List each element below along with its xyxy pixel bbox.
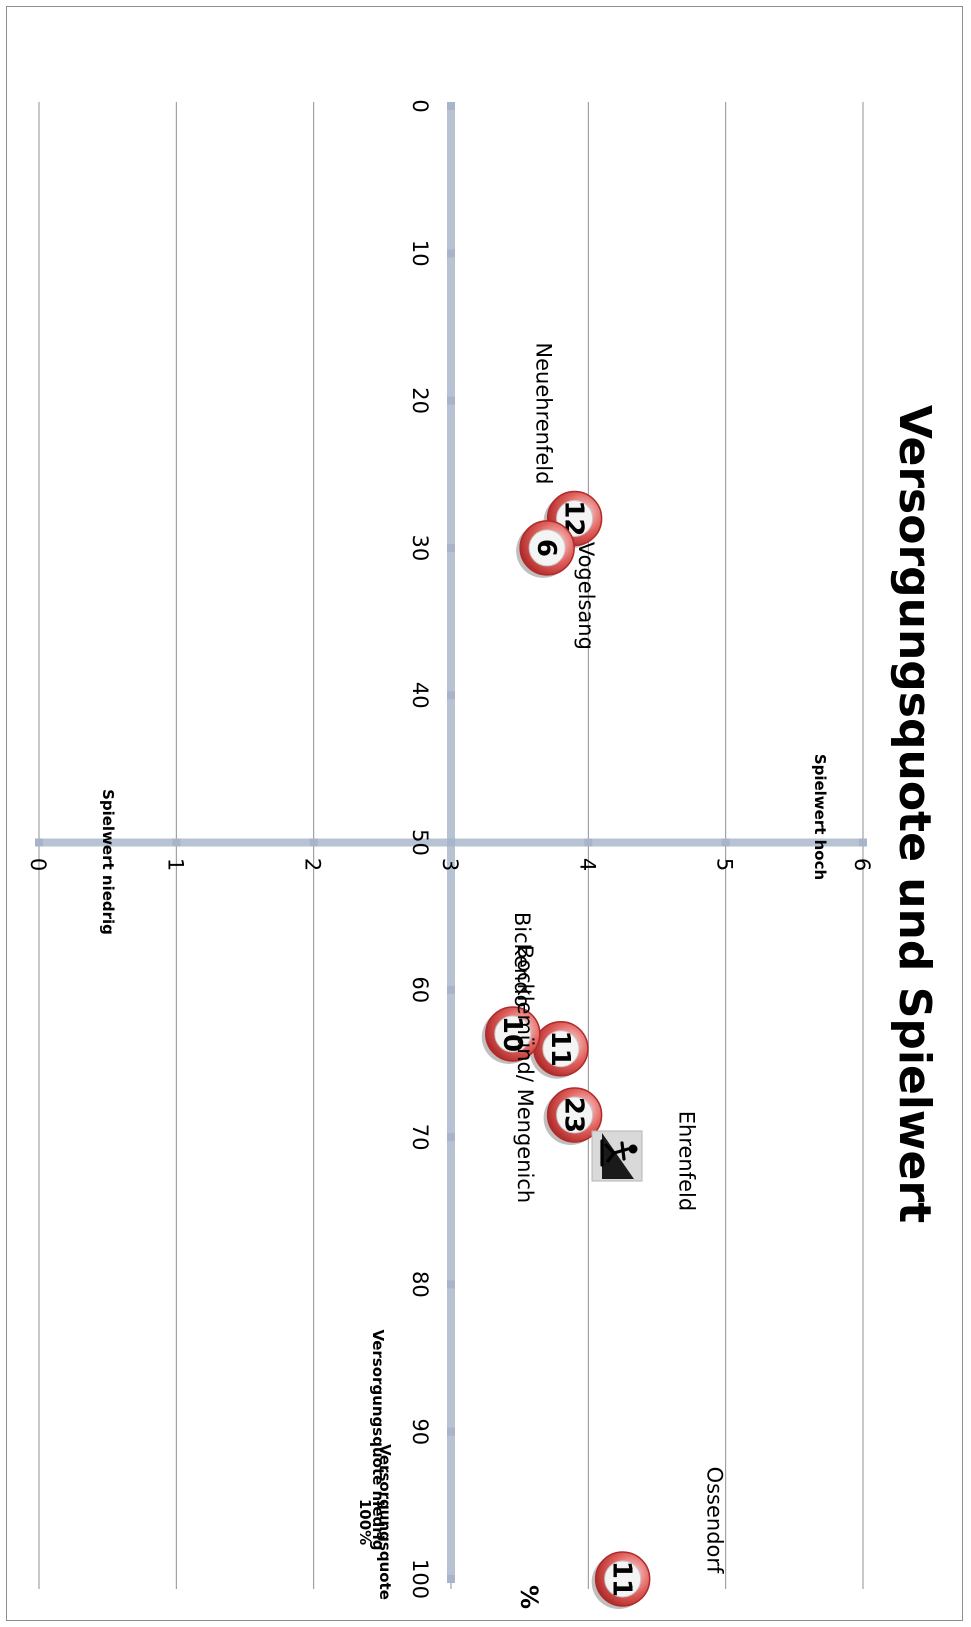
point-name-label: Bickendorf — [510, 912, 534, 1024]
y-tick-label-6: 6 — [850, 858, 874, 871]
y-tick-mark-1 — [172, 838, 181, 847]
marker-center — [604, 1560, 642, 1598]
data-point-6: 11 Ossendorf — [591, 1467, 727, 1609]
chart-frame — [6, 6, 963, 1621]
point-count-label: 10 — [497, 1016, 527, 1052]
x-tick-label-60: 60 — [408, 976, 432, 1003]
x-tick-label-0: 0 — [408, 99, 432, 112]
data-point-3: 11 Bickendorf — [510, 912, 589, 1079]
marker-center — [542, 1030, 580, 1068]
marker-center — [494, 1015, 532, 1053]
x-tick-label-70: 70 — [408, 1124, 432, 1151]
x-tick-label-80: 80 — [408, 1271, 432, 1298]
x-tick-label-20: 20 — [408, 387, 432, 414]
x-tick-label-100: 100 — [408, 1559, 432, 1599]
y-tick-label-2: 2 — [301, 858, 325, 871]
y-tick-label-4: 4 — [575, 858, 599, 871]
x-tick-mark-30 — [447, 543, 455, 552]
y-tick-label-0: 0 — [26, 858, 50, 871]
corner-label-versorgungsquote-niedrig: Versorgungsquote niedrig — [369, 1329, 387, 1550]
y-tick-label-3: 3 — [438, 858, 462, 871]
x-tick-mark-20 — [447, 396, 455, 405]
point-name-label: Vogelsang — [574, 542, 598, 650]
y-tick-mark-0 — [35, 838, 43, 847]
data-point-5: 23 Ehrenfeld — [543, 1087, 699, 1211]
x-tick-mark-100 — [447, 1575, 455, 1583]
point-name-label: Bocklemünd/ Mengenich — [513, 945, 537, 1203]
corner-label-versorgungsquote-100-line1: Versorgungsquote — [376, 1444, 394, 1600]
marker-center — [528, 529, 566, 567]
x-tick-mark-0 — [447, 102, 455, 110]
corner-label-versorgungsquote-100-line2: 100% — [356, 1499, 374, 1545]
x-tick-label-50: 50 — [408, 829, 432, 856]
x-tick-mark-80 — [447, 1280, 455, 1289]
x-tick-label-40: 40 — [408, 682, 432, 709]
marker-center — [556, 1096, 594, 1134]
x-tick-mark-40 — [447, 691, 455, 700]
point-name-label: Neuehrenfeld — [532, 342, 556, 484]
point-name-label: Ehrenfeld — [675, 1111, 699, 1211]
point-count-label: 11 — [545, 1031, 575, 1067]
y-tick-mark-6 — [859, 838, 867, 847]
y-tick-label-5: 5 — [713, 858, 737, 871]
x-unit-label: % — [515, 1585, 543, 1609]
y-tick-mark-5 — [721, 838, 730, 847]
x-tick-mark-60 — [447, 985, 455, 994]
point-count-label: 11 — [607, 1561, 637, 1597]
y-tick-mark-2 — [309, 838, 318, 847]
point-name-label: Ossendorf — [703, 1467, 727, 1574]
x-tick-label-90: 90 — [408, 1418, 432, 1445]
corner-label-spielwert-niedrig: Spielwert niedrig — [99, 789, 117, 935]
x-tick-mark-90 — [447, 1427, 455, 1436]
y-tick-mark-4 — [584, 838, 593, 847]
point-count-label: 6 — [531, 539, 561, 557]
y-tick-mark-3 — [447, 838, 455, 847]
skater-icon — [591, 1130, 643, 1182]
x-tick-mark-70 — [447, 1133, 455, 1142]
corner-label-spielwert-hoch: Spielwert hoch — [811, 754, 829, 880]
y-tick-label-1: 1 — [163, 858, 187, 871]
chart-title: Versorgungsquote und Spielwert — [889, 405, 940, 1223]
axes — [35, 102, 867, 1583]
data-point-2: 6 Vogelsang — [516, 520, 598, 650]
x-tick-mark-10 — [447, 249, 455, 258]
x-tick-label-10: 10 — [408, 240, 432, 267]
point-count-label: 23 — [559, 1097, 589, 1133]
x-tick-label-30: 30 — [408, 535, 432, 562]
